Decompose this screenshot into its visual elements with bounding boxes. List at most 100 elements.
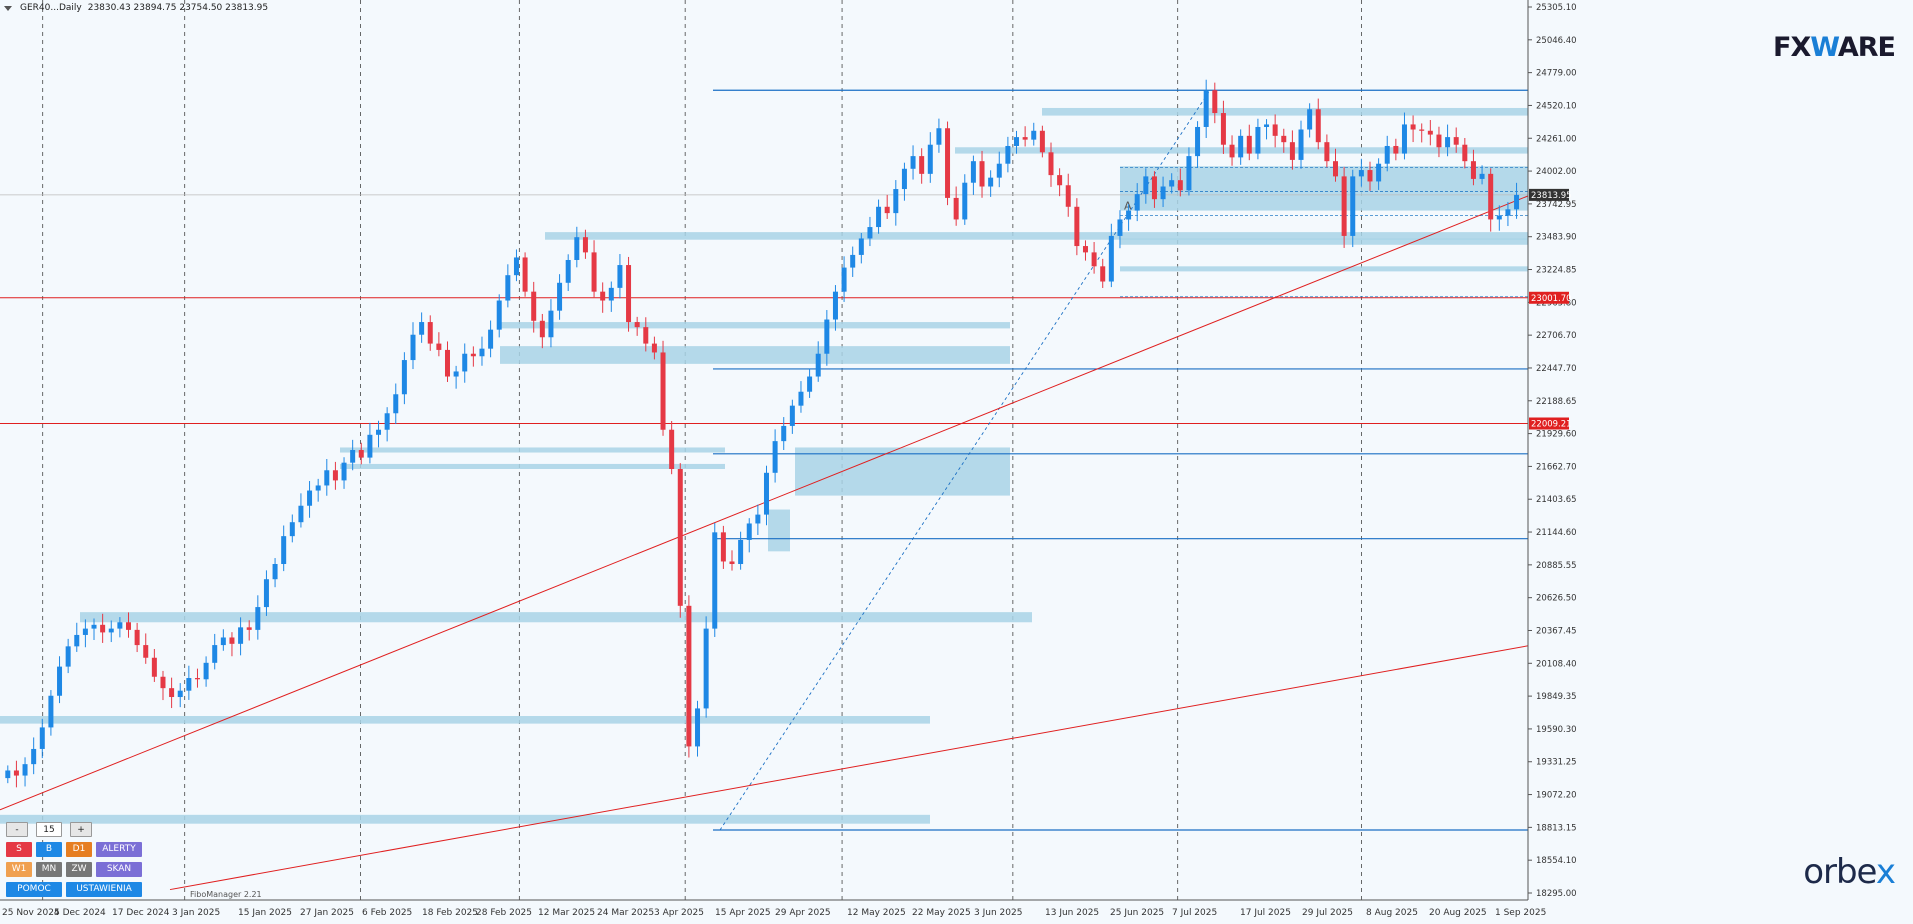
candle-body xyxy=(65,646,71,667)
candle-body xyxy=(1091,252,1097,267)
candle-body xyxy=(1436,134,1442,148)
candle-body xyxy=(600,291,606,301)
candle-body xyxy=(970,161,976,183)
candle xyxy=(522,252,528,297)
chart-header: GER40...Daily 23830.43 23894.75 23754.50… xyxy=(4,3,268,13)
candle xyxy=(1333,148,1339,182)
candle-body xyxy=(1496,215,1502,220)
candle xyxy=(832,285,838,331)
candle xyxy=(901,162,907,201)
candle-body xyxy=(1031,130,1037,140)
price-level-tag xyxy=(1529,417,1569,430)
candle xyxy=(212,633,218,670)
candle-body xyxy=(876,206,882,228)
w1-button[interactable]: W1 xyxy=(6,862,32,877)
buy-button[interactable]: B xyxy=(36,842,62,857)
candle-body xyxy=(531,291,537,321)
candle xyxy=(410,322,416,370)
candle xyxy=(798,381,804,413)
help-button[interactable]: POMOC xyxy=(6,882,62,897)
candle-body xyxy=(229,637,235,644)
candle xyxy=(376,420,382,448)
y-tick-label: 18295.00 xyxy=(1536,889,1577,899)
candle xyxy=(1134,183,1140,222)
candle-body xyxy=(350,450,356,463)
candle xyxy=(557,274,563,320)
x-tick-label: 28 Feb 2025 xyxy=(476,908,532,918)
x-tick-label: 5 Dec 2024 xyxy=(54,908,106,918)
candle xyxy=(1367,161,1373,191)
y-tick-label: 21929.60 xyxy=(1536,430,1577,440)
candle-body xyxy=(1462,144,1468,162)
candle-body xyxy=(789,405,795,426)
candle xyxy=(1143,168,1149,204)
zw-button[interactable]: ZW xyxy=(66,862,92,877)
candle xyxy=(1505,201,1511,227)
candle-body xyxy=(1514,194,1520,210)
candle xyxy=(1108,223,1114,288)
x-tick-label: 29 Jul 2025 xyxy=(1302,908,1353,918)
sr-zone xyxy=(0,814,930,824)
candle-body xyxy=(1341,176,1347,236)
y-tick-label: 21403.65 xyxy=(1536,495,1577,505)
candle-body xyxy=(1384,145,1390,164)
y-tick-label: 23742.95 xyxy=(1536,200,1577,210)
candle xyxy=(1177,168,1183,197)
price-level-label: 22009.21 xyxy=(1531,419,1572,429)
collapse-icon[interactable] xyxy=(4,5,12,11)
price-axis-panel xyxy=(1528,0,1913,920)
candle-body xyxy=(539,320,545,338)
increase-button[interactable]: + xyxy=(70,822,92,837)
candle-body xyxy=(367,434,373,458)
candle xyxy=(1212,82,1218,124)
candle xyxy=(643,317,649,352)
candle-body xyxy=(781,425,787,442)
d1-button[interactable]: D1 xyxy=(66,842,92,857)
candle xyxy=(1453,127,1459,153)
candle xyxy=(781,417,787,450)
candle xyxy=(1220,100,1226,154)
candle-body xyxy=(436,343,442,350)
sell-button[interactable]: S xyxy=(6,842,32,857)
symbol-label: GER40...Daily xyxy=(20,3,82,13)
candle xyxy=(1384,135,1390,172)
candle-body xyxy=(953,197,959,220)
candle xyxy=(651,336,657,360)
candle xyxy=(1229,135,1235,166)
candle-body xyxy=(453,371,459,377)
x-tick-label: 3 Jun 2025 xyxy=(974,908,1022,918)
candle-body xyxy=(1177,180,1183,191)
candle xyxy=(1203,79,1209,138)
candle-body xyxy=(401,360,407,395)
decrease-button[interactable]: - xyxy=(6,822,28,837)
y-tick-label: 23224.85 xyxy=(1536,266,1577,276)
price-level-tag xyxy=(1529,291,1569,304)
candle xyxy=(1186,147,1192,196)
candle-body xyxy=(1298,129,1304,160)
scan-button[interactable]: SKAN xyxy=(96,862,142,877)
candle xyxy=(867,216,873,247)
candle-body xyxy=(13,770,19,776)
candle-body xyxy=(384,413,390,430)
candle-body xyxy=(1100,266,1106,282)
candle-body xyxy=(1022,137,1028,140)
candle-body xyxy=(1126,210,1132,220)
candle xyxy=(1410,115,1416,143)
candle-body xyxy=(246,627,252,630)
alerts-button[interactable]: ALERTY xyxy=(96,842,142,857)
x-tick-label: 8 Aug 2025 xyxy=(1366,908,1418,918)
candle-body xyxy=(48,695,54,728)
x-tick-label: 22 May 2025 xyxy=(912,908,971,918)
step-value-input[interactable]: 15 xyxy=(36,822,62,837)
candle-body xyxy=(901,168,907,190)
candle-body xyxy=(1264,124,1270,127)
candle xyxy=(979,150,985,198)
y-tick-label: 20626.50 xyxy=(1536,594,1577,604)
candle xyxy=(1350,169,1356,248)
candle-body xyxy=(194,678,200,680)
candle-body xyxy=(565,259,571,283)
settings-button[interactable]: USTAWIENIA xyxy=(66,882,142,897)
mn-button[interactable]: MN xyxy=(36,862,62,877)
